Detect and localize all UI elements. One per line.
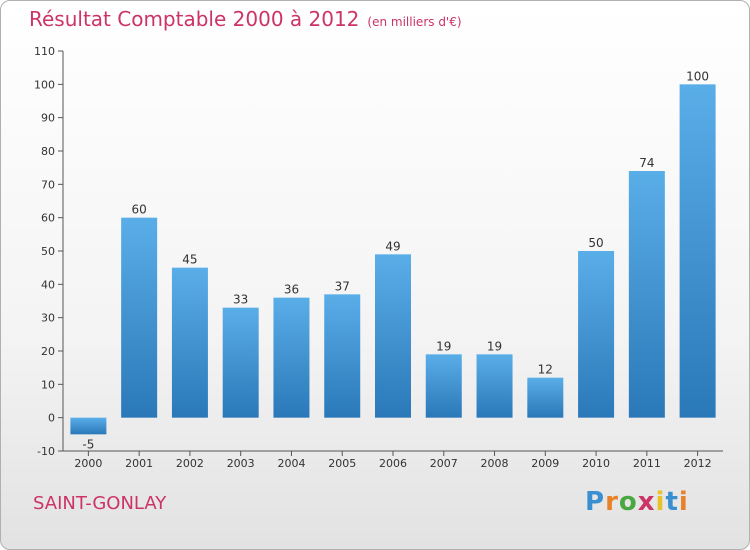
bar bbox=[70, 417, 107, 435]
bar bbox=[527, 377, 564, 418]
data-label: 36 bbox=[284, 283, 299, 297]
x-tick-label: 2010 bbox=[582, 457, 610, 470]
y-tick-label: 110 bbox=[34, 45, 55, 58]
place-name: SAINT-GONLAY bbox=[33, 493, 167, 514]
data-label: 100 bbox=[686, 69, 709, 83]
bar bbox=[476, 354, 513, 418]
y-tick-label: 50 bbox=[41, 245, 55, 258]
x-tick-label: 2007 bbox=[430, 457, 458, 470]
proxiti-logo: Proxiti bbox=[585, 487, 689, 517]
chart-subtitle: (en milliers d'€) bbox=[367, 15, 462, 29]
data-label: 37 bbox=[335, 279, 350, 293]
logo-letter: i bbox=[678, 487, 689, 517]
x-tick-label: 2008 bbox=[481, 457, 509, 470]
x-tick-label: 2004 bbox=[277, 457, 305, 470]
data-label: -5 bbox=[82, 437, 94, 451]
y-tick-label: 40 bbox=[41, 278, 55, 291]
y-tick-label: 10 bbox=[41, 378, 55, 391]
y-tick-label: 100 bbox=[34, 78, 55, 91]
y-tick-label: 30 bbox=[41, 312, 55, 325]
x-tick-label: 2012 bbox=[684, 457, 712, 470]
y-tick-label: 0 bbox=[48, 412, 55, 425]
bar bbox=[171, 267, 208, 418]
data-label: 45 bbox=[182, 253, 197, 267]
chart-bars bbox=[70, 84, 716, 435]
x-tick-label: 2002 bbox=[176, 457, 204, 470]
bar bbox=[121, 217, 158, 418]
data-label: 12 bbox=[538, 363, 553, 377]
bar bbox=[324, 294, 361, 418]
bar bbox=[628, 171, 665, 418]
x-tick-label: 2011 bbox=[633, 457, 661, 470]
data-label: 33 bbox=[233, 293, 248, 307]
logo-letter: P bbox=[585, 487, 606, 517]
bar bbox=[578, 251, 615, 418]
y-tick-label: 60 bbox=[41, 212, 55, 225]
x-tick-label: 2005 bbox=[328, 457, 356, 470]
logo-letter: r bbox=[605, 487, 619, 517]
logo-letter: x bbox=[637, 487, 656, 517]
bar bbox=[425, 354, 462, 418]
x-tick-label: 2000 bbox=[74, 457, 102, 470]
chart-title: Résultat Comptable 2000 à 2012 bbox=[29, 7, 360, 31]
x-tick-label: 2003 bbox=[227, 457, 255, 470]
chart-title-row: Résultat Comptable 2000 à 2012 (en millie… bbox=[29, 7, 462, 31]
data-label: 19 bbox=[487, 339, 502, 353]
x-tick-label: 2001 bbox=[125, 457, 153, 470]
x-tick-label: 2006 bbox=[379, 457, 407, 470]
chart-axes: -10 0 10 20 30 40 50 60 70 80 90 100 110 2000 2001 2002… bbox=[34, 45, 723, 470]
y-tick-label: -10 bbox=[37, 445, 55, 458]
y-tick-label: 90 bbox=[41, 112, 55, 125]
data-label: 49 bbox=[385, 239, 400, 253]
logo-letter: t bbox=[665, 487, 679, 517]
x-tick-label: 2009 bbox=[531, 457, 559, 470]
logo-letter: i bbox=[655, 487, 666, 517]
y-tick-label: 20 bbox=[41, 345, 55, 358]
bar bbox=[375, 254, 411, 418]
data-label: 50 bbox=[588, 236, 603, 250]
logo-letter: o bbox=[618, 487, 638, 517]
data-label: 74 bbox=[639, 156, 654, 170]
bar bbox=[679, 84, 716, 418]
y-tick-label: 70 bbox=[41, 178, 55, 191]
bar bbox=[273, 297, 310, 418]
y-tick-label: 80 bbox=[41, 145, 55, 158]
data-label: 60 bbox=[132, 203, 147, 217]
chart-labels: -5 60 45 33 36 37 49 19 19 12 50 74 100 bbox=[82, 69, 709, 451]
data-label: 19 bbox=[436, 339, 451, 353]
bar bbox=[222, 307, 259, 418]
